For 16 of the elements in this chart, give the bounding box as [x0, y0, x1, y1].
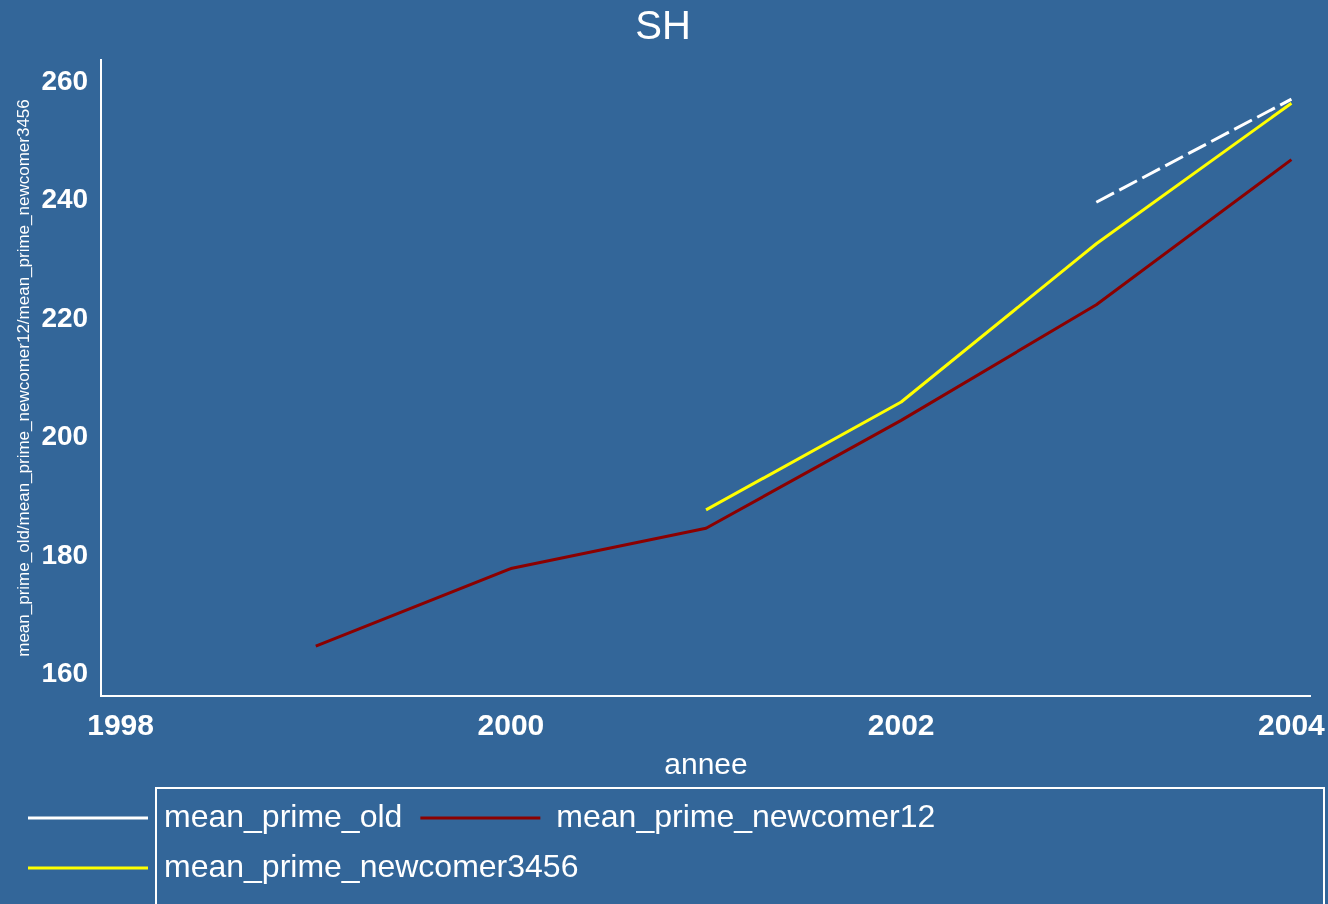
chart-title: SH [635, 3, 691, 48]
x-tick-label: 1998 [87, 708, 155, 742]
x-axis-title: annee [664, 747, 748, 781]
legend-label: mean_prime_newcomer3456 [164, 847, 579, 884]
y-tick-label: 180 [41, 538, 89, 570]
y-tick-label: 160 [41, 657, 89, 689]
y-tick-label: 260 [41, 64, 89, 96]
legend-label: mean_prime_old [164, 797, 403, 834]
legend-label: mean_prime_newcomer12 [556, 797, 936, 834]
x-tick-label: 2000 [477, 708, 545, 742]
y-tick-label: 220 [41, 301, 89, 333]
x-tick-label: 2002 [867, 708, 935, 742]
y-tick-label: 200 [41, 420, 89, 452]
y-axis-title: mean_prime_old/mean_prime_newcomer12/mean_prime_newcomer3456 [13, 99, 33, 657]
y-tick-label: 240 [41, 183, 89, 215]
x-tick-label: 2004 [1258, 708, 1326, 742]
